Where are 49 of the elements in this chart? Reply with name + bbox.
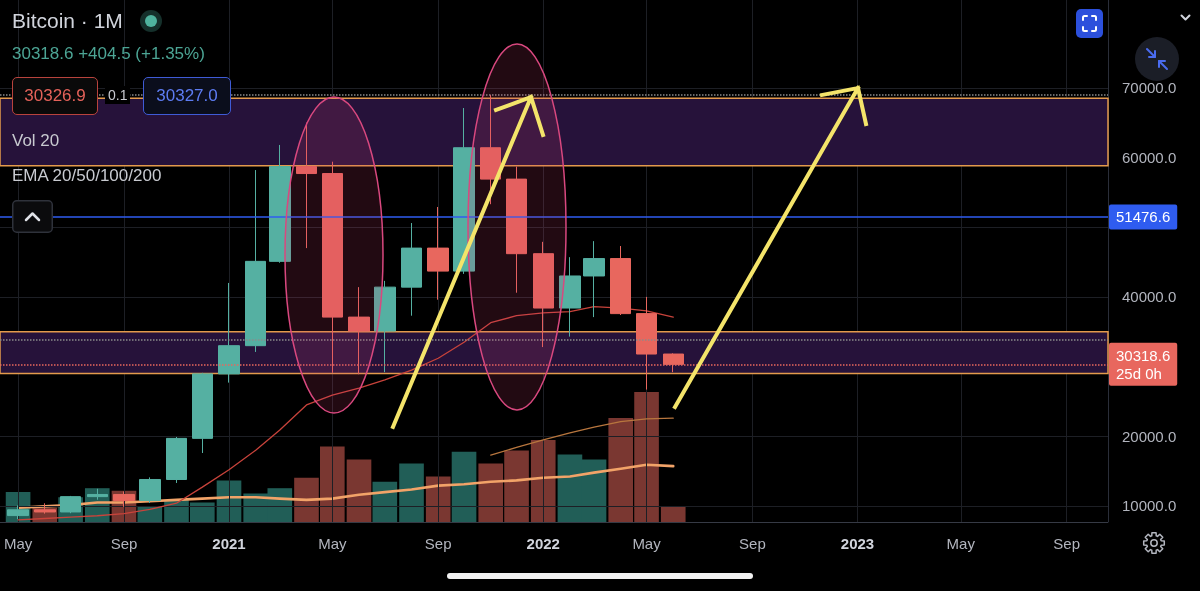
candlestick <box>533 241 554 348</box>
candlestick <box>480 94 501 205</box>
x-tick-label: May <box>318 535 347 552</box>
x-tick-label: Sep <box>110 535 138 552</box>
x-tick-label: Sep <box>739 535 766 552</box>
x-tick-label: Sep <box>1053 535 1081 552</box>
candlestick <box>166 436 187 484</box>
bar <box>660 506 686 522</box>
candlestick <box>139 476 161 504</box>
x-tick-label: 2021 <box>212 535 246 552</box>
chart-title: Bitcoin · 1M <box>12 9 123 33</box>
x-tick-label: May <box>3 535 33 552</box>
candlestick <box>559 256 581 338</box>
y-tick-label: 10000.0 <box>1122 497 1177 515</box>
annotation: EMA 20/50/100/200 <box>12 166 162 186</box>
y-tick-label: 60000.0 <box>1122 149 1177 167</box>
annotation: 30326.9 <box>12 77 98 115</box>
line-series <box>490 417 674 456</box>
candlestick <box>401 222 422 317</box>
ref-line-label: 51476.6 <box>1116 208 1171 226</box>
bar <box>137 506 163 522</box>
annotation: 0.1 <box>105 86 131 104</box>
candlestick <box>506 166 527 294</box>
annotation: Vol 20 <box>12 131 60 151</box>
x-tick-label: 2023 <box>840 535 875 552</box>
candlestick <box>245 169 266 353</box>
candlestick <box>192 372 213 454</box>
y-tick-label: 70000.0 <box>1122 79 1177 97</box>
bar <box>530 440 556 522</box>
ref-line-label: 30318.6 25d 0h <box>1116 346 1171 382</box>
annotation: 30327.0 <box>143 77 231 115</box>
x-tick-label: May <box>632 535 662 552</box>
bar <box>399 463 424 522</box>
x-tick-label: 2022 <box>526 535 560 552</box>
bar <box>451 451 477 522</box>
text: 30318.6 +404.5 (+1.35%) <box>12 44 205 64</box>
x-tick-label: May <box>946 535 976 552</box>
candlestick <box>374 280 396 373</box>
candlestick <box>218 282 240 384</box>
candlestick <box>269 144 291 264</box>
y-tick-label: 40000.0 <box>1122 288 1177 306</box>
bar <box>346 459 372 522</box>
candlestick <box>610 245 631 316</box>
candlestick <box>296 122 317 249</box>
candlestick <box>583 240 605 318</box>
candlestick <box>427 206 449 301</box>
y-tick-label: 20000.0 <box>1122 427 1177 445</box>
x-tick-label: Sep <box>424 535 452 552</box>
candlestick <box>453 107 475 275</box>
